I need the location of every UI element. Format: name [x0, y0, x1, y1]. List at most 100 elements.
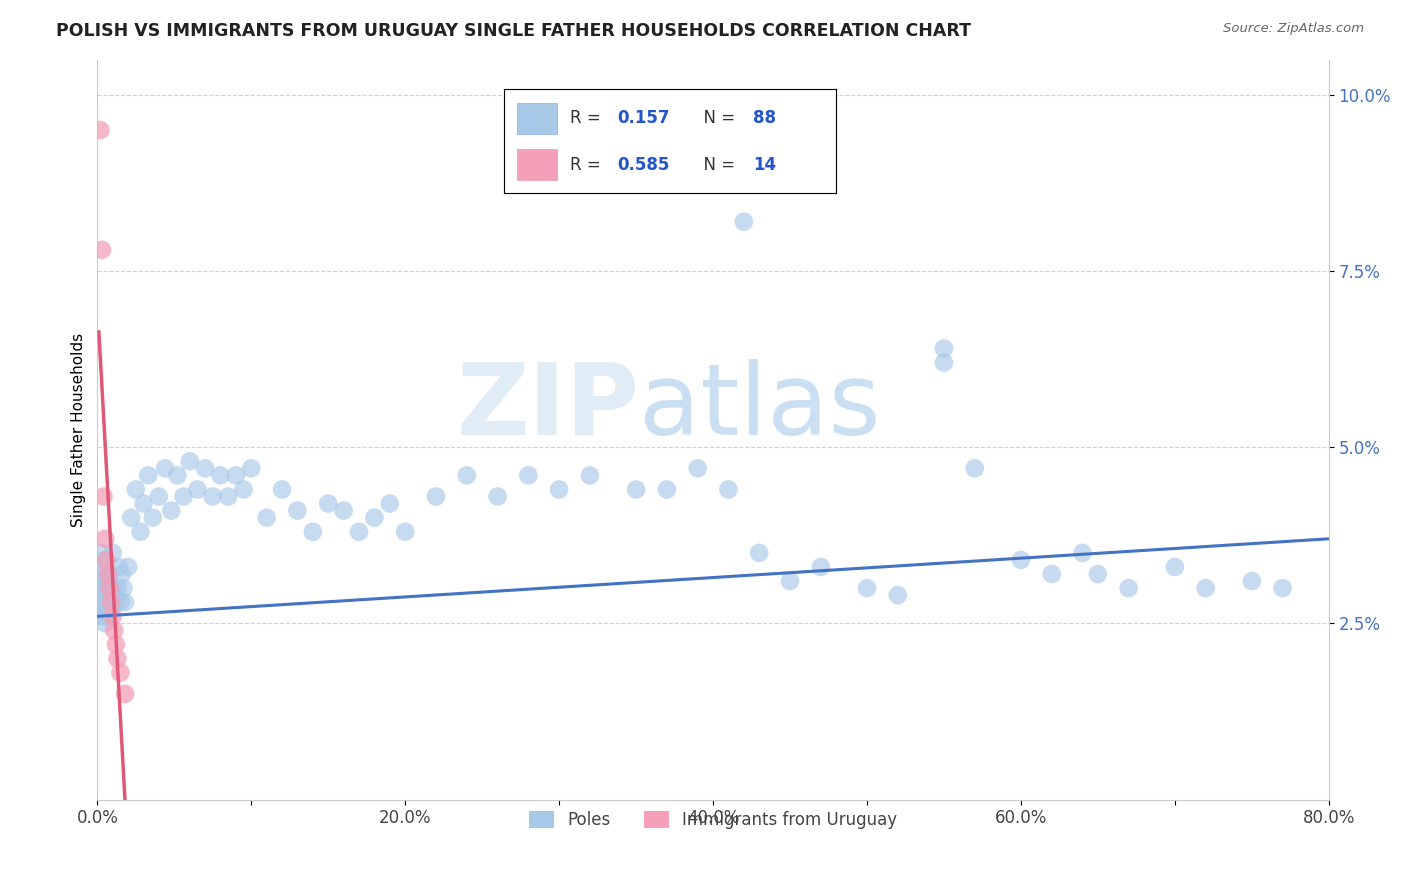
- Point: [256, 510, 278, 524]
- Point: [100, 602, 122, 616]
- Point: [1071, 546, 1094, 560]
- Point: [160, 503, 183, 517]
- Point: [104, 638, 127, 652]
- Point: [624, 483, 647, 497]
- Point: [108, 560, 131, 574]
- Point: [1164, 560, 1187, 574]
- Point: [112, 581, 135, 595]
- Text: atlas: atlas: [640, 359, 880, 456]
- Point: [98, 595, 121, 609]
- Point: [548, 483, 571, 497]
- Point: [114, 687, 136, 701]
- Point: [887, 588, 910, 602]
- Point: [932, 356, 955, 370]
- Point: [136, 468, 159, 483]
- Point: [97, 574, 120, 588]
- Point: [110, 665, 132, 680]
- Point: [655, 483, 678, 497]
- Point: [810, 560, 832, 574]
- Point: [111, 567, 134, 582]
- Point: [271, 483, 294, 497]
- Point: [101, 609, 124, 624]
- Point: [932, 342, 955, 356]
- Point: [332, 503, 354, 517]
- Point: [517, 468, 540, 483]
- Point: [302, 524, 325, 539]
- Point: [105, 581, 128, 595]
- Point: [363, 510, 385, 524]
- Point: [963, 461, 986, 475]
- Point: [201, 490, 224, 504]
- Point: [394, 524, 416, 539]
- Text: ZIP: ZIP: [457, 359, 640, 456]
- Point: [114, 595, 136, 609]
- Point: [97, 602, 120, 616]
- Point: [856, 581, 879, 595]
- Point: [91, 574, 114, 588]
- Point: [166, 468, 188, 483]
- Point: [93, 490, 115, 504]
- Point: [94, 532, 117, 546]
- Point: [316, 497, 339, 511]
- Point: [225, 468, 247, 483]
- Point: [93, 602, 115, 616]
- Point: [287, 503, 309, 517]
- Point: [117, 560, 139, 574]
- Point: [1194, 581, 1216, 595]
- Point: [779, 574, 801, 588]
- Point: [1040, 567, 1063, 582]
- Point: [194, 461, 217, 475]
- Point: [1087, 567, 1109, 582]
- Point: [378, 497, 401, 511]
- Point: [87, 581, 110, 595]
- Point: [105, 651, 128, 665]
- Point: [129, 524, 152, 539]
- Point: [96, 553, 118, 567]
- Point: [179, 454, 201, 468]
- Point: [94, 553, 117, 567]
- Point: [686, 461, 709, 475]
- Point: [717, 483, 740, 497]
- Point: [103, 588, 125, 602]
- Point: [91, 243, 114, 257]
- Point: [1010, 553, 1032, 567]
- Y-axis label: Single Father Households: Single Father Households: [72, 333, 86, 526]
- Point: [1271, 581, 1294, 595]
- Point: [748, 546, 770, 560]
- Point: [217, 490, 239, 504]
- Point: [94, 581, 117, 595]
- Point: [96, 588, 118, 602]
- Point: [456, 468, 478, 483]
- Point: [101, 546, 124, 560]
- Point: [98, 567, 121, 582]
- Point: [93, 595, 115, 609]
- Point: [153, 461, 176, 475]
- Point: [110, 595, 132, 609]
- Legend: Poles, Immigrants from Uruguay: Poles, Immigrants from Uruguay: [522, 804, 904, 836]
- Point: [97, 567, 120, 582]
- Point: [104, 595, 127, 609]
- Point: [93, 560, 115, 574]
- Point: [91, 546, 114, 560]
- Point: [579, 468, 602, 483]
- Point: [232, 483, 254, 497]
- Point: [173, 490, 195, 504]
- Point: [240, 461, 263, 475]
- Point: [347, 524, 370, 539]
- Point: [94, 616, 117, 631]
- Point: [96, 609, 118, 624]
- Point: [120, 510, 142, 524]
- Point: [125, 483, 148, 497]
- Point: [425, 490, 447, 504]
- Point: [132, 497, 155, 511]
- Point: [733, 215, 755, 229]
- Point: [89, 595, 111, 609]
- Point: [98, 581, 121, 595]
- Point: [91, 609, 114, 624]
- Text: POLISH VS IMMIGRANTS FROM URUGUAY SINGLE FATHER HOUSEHOLDS CORRELATION CHART: POLISH VS IMMIGRANTS FROM URUGUAY SINGLE…: [56, 22, 972, 40]
- Point: [186, 483, 208, 497]
- Point: [209, 468, 232, 483]
- Text: Source: ZipAtlas.com: Source: ZipAtlas.com: [1223, 22, 1364, 36]
- Point: [101, 581, 124, 595]
- Point: [100, 595, 122, 609]
